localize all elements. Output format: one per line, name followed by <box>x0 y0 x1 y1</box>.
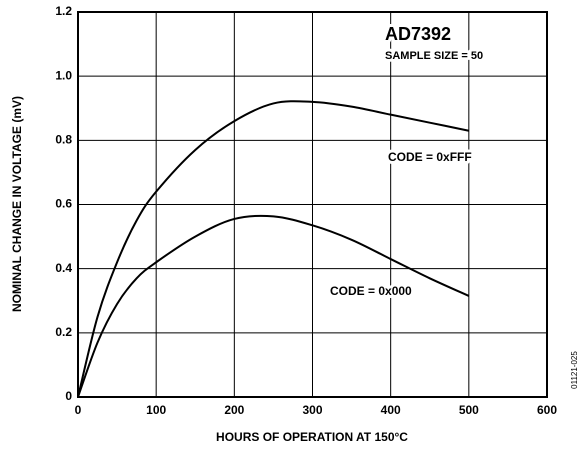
y-tick-label: 0 <box>65 389 72 403</box>
y-tick-label: 0.4 <box>55 261 72 275</box>
annotation: AD7392 <box>385 24 451 44</box>
series-line <box>77 214 470 398</box>
x-tick-label: 500 <box>459 403 479 417</box>
x-tick-label: 300 <box>302 403 322 417</box>
plot-frame <box>77 11 548 398</box>
x-tick-label: 0 <box>75 403 82 417</box>
y-tick-label: 1.0 <box>55 68 72 82</box>
series-line <box>77 100 470 398</box>
x-tick-label: 600 <box>537 403 557 417</box>
figure-code: 01121-025 <box>570 351 579 389</box>
y-tick-label: 1.2 <box>55 4 72 18</box>
x-tick-label: 200 <box>224 403 244 417</box>
y-tick-label: 0.8 <box>55 133 72 147</box>
x-tick-label: 100 <box>146 403 166 417</box>
y-tick-label: 0.6 <box>55 197 72 211</box>
x-tick-label: 400 <box>381 403 401 417</box>
x-axis-label: HOURS OF OPERATION AT 150°C <box>216 430 408 444</box>
y-tick-label: 0.2 <box>55 325 72 339</box>
y-axis-label: NOMINAL CHANGE IN VOLTAGE (mV) <box>10 96 24 312</box>
series-label: CODE = 0xFFF <box>388 150 472 164</box>
annotation: SAMPLE SIZE = 50 <box>385 50 483 62</box>
series-label: CODE = 0x000 <box>330 284 412 298</box>
